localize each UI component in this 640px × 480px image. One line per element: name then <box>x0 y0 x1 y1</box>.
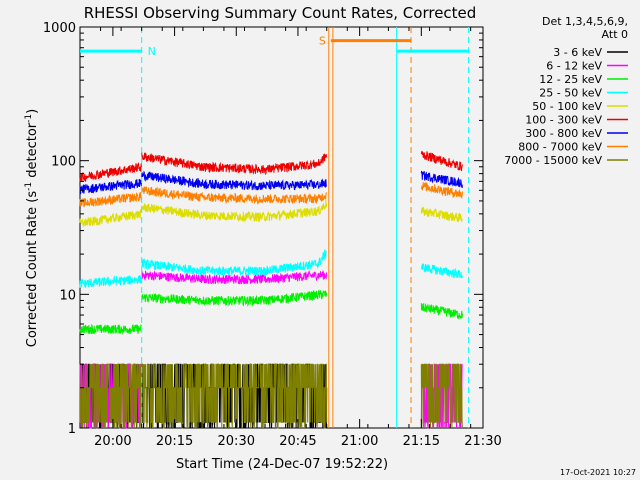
legend-label-0: 3 - 6 keV <box>553 46 602 59</box>
legend-item-0: 3 - 6 keV <box>553 46 628 59</box>
series-3-segment-2 <box>420 263 463 279</box>
series-3-segment-1 <box>141 249 328 277</box>
axis-layer: 1 10 100 1000 20:00 20:15 20:30 20:45 21:00 21:15… <box>43 21 502 449</box>
x-tick-label-2: 20:30 <box>218 434 255 449</box>
x-tick-label-6: 21:30 <box>464 434 501 449</box>
legend-label-8: 7000 - 15000 keV <box>504 154 602 167</box>
legend-header-line1: Det 1,3,4,5,6,9, <box>542 15 628 28</box>
series-2-segment-2 <box>420 303 463 320</box>
series-8 <box>79 363 463 429</box>
series-2-segment-1 <box>141 289 328 307</box>
series-4-segment-0 <box>79 208 142 228</box>
plot-frame <box>79 26 484 429</box>
series-7 <box>79 182 463 208</box>
series-6-segment-2 <box>420 170 463 188</box>
state-bar-label-1: S <box>319 35 326 48</box>
legend-item-1: 6 - 12 keV <box>546 60 628 73</box>
series-4 <box>79 199 463 228</box>
series-3 <box>79 249 463 288</box>
legend-label-5: 100 - 300 keV <box>525 114 602 127</box>
series-4-segment-1 <box>141 199 328 224</box>
series-7-segment-1 <box>141 186 327 205</box>
x-tick-label-4: 21:00 <box>341 434 378 449</box>
series-7-segment-0 <box>79 192 142 208</box>
x-tick-label-0: 20:00 <box>94 434 131 449</box>
series-6-segment-0 <box>79 178 142 195</box>
legend-item-8: 7000 - 15000 keV <box>504 154 628 167</box>
legend-item-4: 50 - 100 keV <box>532 100 628 113</box>
x-axis-label: Start Time (24-Dec-07 19:52:22) <box>176 457 388 472</box>
legend-label-7: 800 - 7000 keV <box>518 141 602 154</box>
series-8-segment-0 <box>79 363 328 429</box>
legend-item-2: 12 - 25 keV <box>539 73 628 86</box>
y-axis-label: Corrected Count Rate (s-1 detector-1) <box>24 109 40 347</box>
legend-header-line2: Att 0 <box>602 28 628 41</box>
chart-title: RHESSI Observing Summary Count Rates, Co… <box>84 4 477 22</box>
legend-item-3: 25 - 50 keV <box>539 87 628 100</box>
legend-label-3: 25 - 50 keV <box>539 87 602 100</box>
legend-label-2: 12 - 25 keV <box>539 73 602 86</box>
series-6 <box>79 170 463 195</box>
series-4-segment-2 <box>420 206 463 223</box>
series-7-segment-2 <box>420 182 463 200</box>
x-tick-label-5: 21:15 <box>403 434 440 449</box>
y-tick-label-1: 10 <box>59 288 76 303</box>
legend-item-7: 800 - 7000 keV <box>518 141 628 154</box>
legend-label-6: 300 - 800 keV <box>525 127 602 140</box>
series-5-segment-2 <box>420 150 463 172</box>
legend-label-1: 6 - 12 keV <box>546 60 602 73</box>
y-tick-label-0: 1 <box>68 422 76 437</box>
series-3-segment-0 <box>79 275 142 288</box>
series-2-segment-0 <box>79 323 142 336</box>
generated-timestamp: 17-Oct-2021 10:27 <box>560 468 636 477</box>
series-1-segment-1 <box>141 269 328 285</box>
legend-label-4: 50 - 100 keV <box>532 100 602 113</box>
series-5-segment-0 <box>79 162 142 182</box>
y-tick-label-2: 100 <box>51 155 76 170</box>
legend-item-6: 300 - 800 keV <box>525 127 628 140</box>
state-bar-label-0: N <box>148 45 156 58</box>
data-layer: NS <box>79 27 470 429</box>
series-5 <box>79 150 463 182</box>
x-tick-label-1: 20:15 <box>156 434 193 449</box>
series-2 <box>79 289 463 336</box>
legend-item-5: 100 - 300 keV <box>525 114 628 127</box>
series-6-segment-1 <box>141 170 328 191</box>
y-tick-label-3: 1000 <box>43 21 76 36</box>
series-5-segment-1 <box>141 151 328 176</box>
series-8-segment-1 <box>420 363 463 429</box>
x-tick-label-3: 20:45 <box>279 434 316 449</box>
